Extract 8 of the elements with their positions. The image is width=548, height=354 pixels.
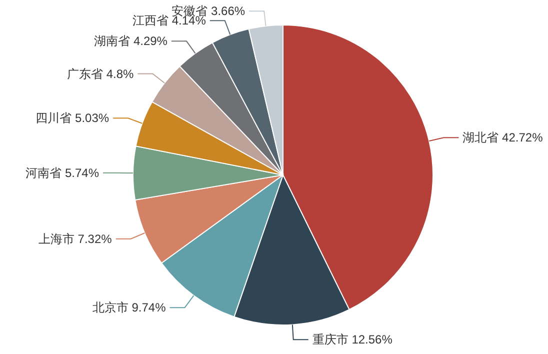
slice-label: 四川省 5.03% <box>36 111 110 126</box>
slice-label: 广东省 4.8% <box>67 66 134 81</box>
slice-label: 河南省 5.74% <box>26 166 100 180</box>
slice-label: 湖南省 4.29% <box>94 34 168 48</box>
slice-label: 重庆市 12.56% <box>312 332 393 347</box>
slice-label: 上海市 7.32% <box>38 232 112 246</box>
slice-label: 北京市 9.74% <box>92 300 166 315</box>
slice-label: 湖北省 42.72% <box>462 130 544 145</box>
